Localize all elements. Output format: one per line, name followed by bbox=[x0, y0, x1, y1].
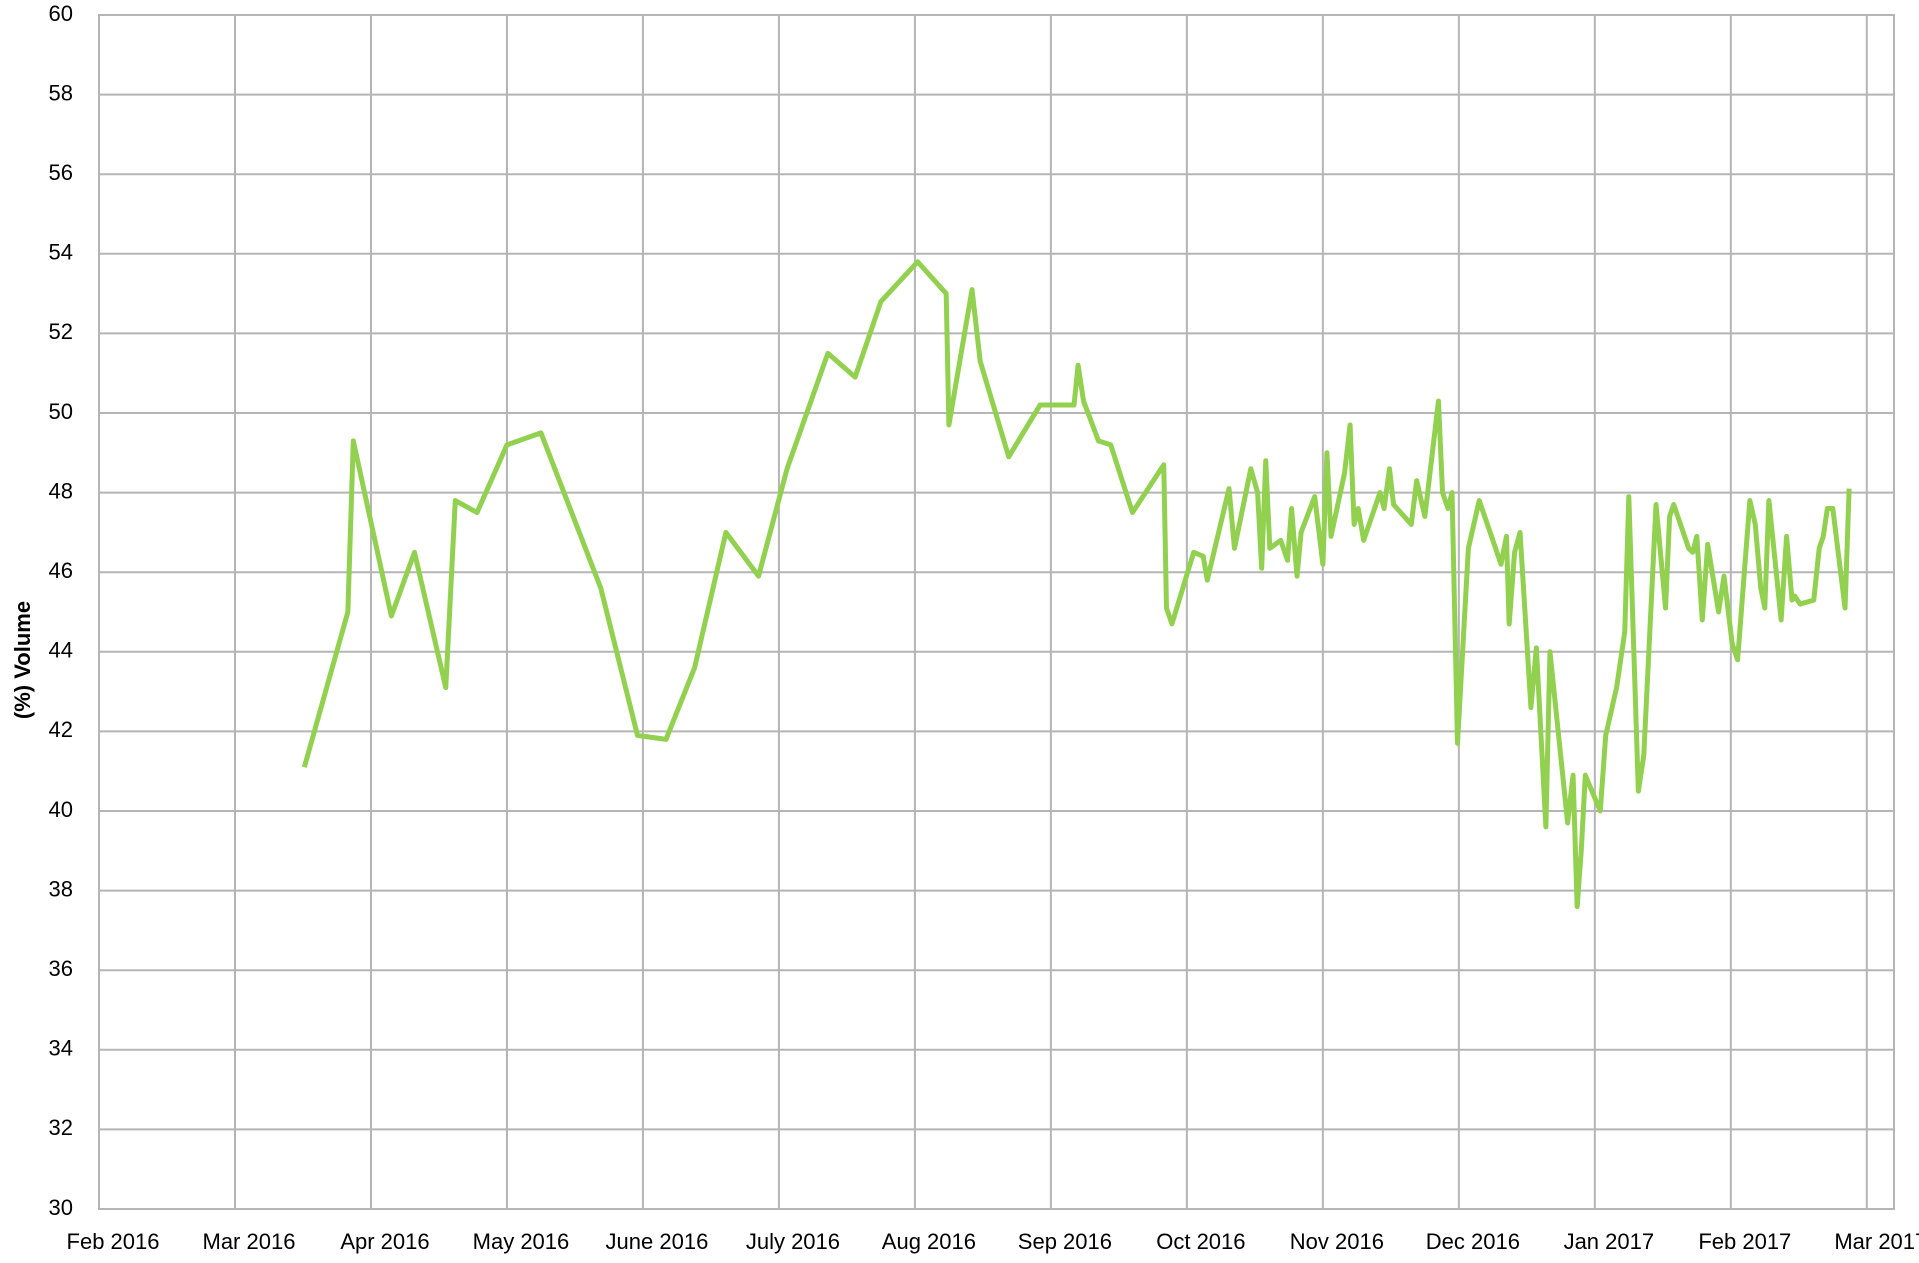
x-tick-label: Feb 2016 bbox=[67, 1229, 160, 1254]
y-tick-label: 30 bbox=[49, 1195, 73, 1220]
y-tick-label: 40 bbox=[49, 797, 73, 822]
x-tick-label: Feb 2017 bbox=[1698, 1229, 1791, 1254]
y-tick-label: 48 bbox=[49, 478, 73, 503]
y-tick-label: 46 bbox=[49, 558, 73, 583]
x-tick-label: Nov 2016 bbox=[1290, 1229, 1384, 1254]
x-tick-label: Aug 2016 bbox=[882, 1229, 976, 1254]
y-tick-label: 36 bbox=[49, 956, 73, 981]
x-tick-label: Oct 2016 bbox=[1156, 1229, 1245, 1254]
y-tick-label: 44 bbox=[49, 638, 73, 663]
y-tick-label: 52 bbox=[49, 319, 73, 344]
x-tick-label: July 2016 bbox=[746, 1229, 840, 1254]
y-tick-label: 32 bbox=[49, 1115, 73, 1140]
x-tick-label: Jan 2017 bbox=[1564, 1229, 1655, 1254]
x-tick-label: June 2016 bbox=[606, 1229, 709, 1254]
x-tick-label: May 2016 bbox=[473, 1229, 570, 1254]
y-tick-label: 54 bbox=[49, 240, 73, 265]
data-line bbox=[301, 259, 1852, 910]
y-tick-label: 58 bbox=[49, 80, 73, 105]
y-tick-label: 56 bbox=[49, 160, 73, 185]
plot-frame bbox=[98, 14, 1895, 1210]
y-tick-label: 60 bbox=[49, 1, 73, 26]
x-tick-label: Mar 2016 bbox=[203, 1229, 296, 1254]
y-tick-label: 34 bbox=[49, 1036, 73, 1061]
x-tick-label: Mar 2017 bbox=[1834, 1229, 1919, 1254]
x-tick-label: Sep 2016 bbox=[1018, 1229, 1112, 1254]
y-axis-label: (%) Volume bbox=[10, 601, 35, 719]
x-tick-label: Dec 2016 bbox=[1426, 1229, 1520, 1254]
y-tick-label: 38 bbox=[49, 876, 73, 901]
y-tick-label: 50 bbox=[49, 399, 73, 424]
y-tick-label: 42 bbox=[49, 717, 73, 742]
x-tick-label: Apr 2016 bbox=[340, 1229, 429, 1254]
